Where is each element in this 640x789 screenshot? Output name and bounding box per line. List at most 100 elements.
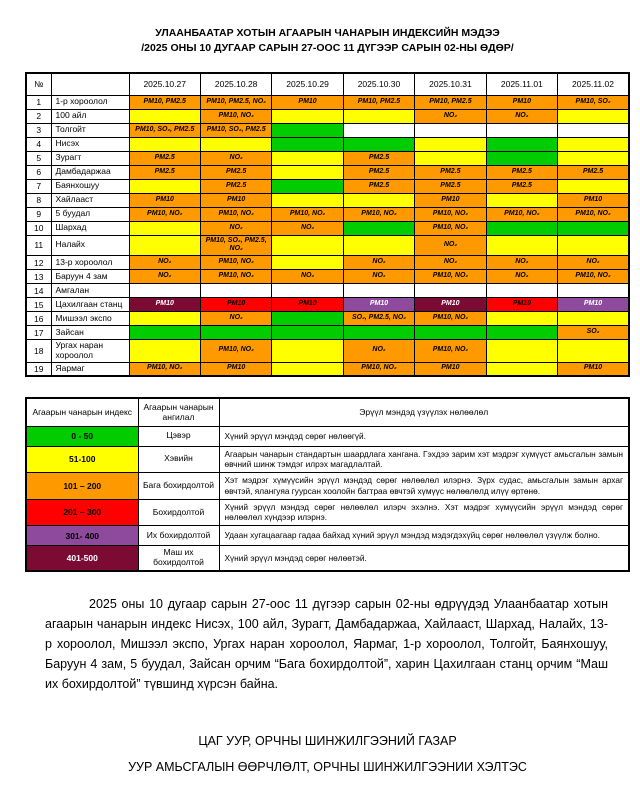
station-name: 100 айл bbox=[50, 108, 130, 124]
aqi-legend-table: Агаарын чанарын индекс Агаарын чанарын ан… bbox=[25, 397, 630, 572]
aqi-row-1: 1 1-р хороолол PM10, PM2.5 PM10, PM2.5, NO₂… bbox=[25, 94, 630, 110]
station-name: Зайсан bbox=[50, 325, 130, 340]
aqi-cell: PM10, SO₂, PM2.5 bbox=[199, 122, 273, 138]
aqi-cell bbox=[557, 283, 630, 298]
aqi-cell bbox=[342, 108, 416, 124]
aqi-cell: PM10, NO₂ bbox=[414, 269, 487, 284]
aqi-cell: NO₂ bbox=[485, 108, 559, 124]
row-number: 7 bbox=[25, 178, 52, 194]
aqi-cell bbox=[271, 178, 344, 194]
aqi-row-10: 10 Шархад NO₂ NO₂ PM10, NO₂ bbox=[25, 220, 630, 236]
aqi-cell: PM2.5 bbox=[342, 150, 416, 166]
station-name: 13-р хороолол bbox=[50, 255, 130, 270]
aqi-cell: NO₂ bbox=[271, 220, 344, 236]
aqi-cell bbox=[128, 311, 201, 326]
aqi-cell bbox=[271, 255, 344, 270]
row-number: 11 bbox=[25, 234, 52, 256]
aqi-cell: NO₂ bbox=[414, 234, 487, 256]
aqi-cell: PM10, NO₂ bbox=[557, 269, 630, 284]
aqi-cell bbox=[414, 283, 487, 298]
aqi-cell bbox=[485, 122, 559, 138]
aqi-cell bbox=[485, 192, 559, 208]
aqi-cell: PM10, PM2.5, NO₂ bbox=[199, 94, 273, 110]
aqi-range: 101 – 200 bbox=[25, 472, 139, 500]
station-name: Хайлааст bbox=[50, 192, 130, 208]
aqi-cell bbox=[342, 122, 416, 138]
aqi-row-8: 8 Хайлааст PM10 PM10 PM10 PM10 bbox=[25, 192, 630, 208]
aqi-cell bbox=[342, 234, 416, 256]
aqi-cell: NO₂ bbox=[485, 255, 559, 270]
row-number: 17 bbox=[25, 325, 52, 340]
aqi-cell bbox=[199, 283, 273, 298]
row-number: 18 bbox=[25, 339, 52, 363]
legend-row-maroon: 401-500 Маш их бохирдолтой Хүний эрүүл мэн… bbox=[25, 545, 630, 572]
aqi-cell: PM10 bbox=[557, 192, 630, 208]
station-name: Толгойт bbox=[50, 122, 130, 138]
row-number: 5 bbox=[25, 150, 52, 166]
legend-table-body: 0 - 50 Цэвэр Хүний эрүүл мэндэд сөрөг нөлө… bbox=[25, 425, 630, 572]
row-number: 1 bbox=[25, 94, 52, 110]
aqi-cell bbox=[128, 339, 201, 363]
aqi-cell: PM10, NO₂ bbox=[199, 206, 273, 222]
station-name: Ургах наран хороолол bbox=[50, 339, 130, 363]
aqi-cell bbox=[557, 108, 630, 124]
aqi-cell: PM10, SO₂, PM2.5, NO₂ bbox=[199, 234, 273, 256]
aqi-cell: NO₂ bbox=[342, 255, 416, 270]
aqi-cell bbox=[128, 283, 201, 298]
aqi-cell bbox=[271, 136, 344, 152]
aqi-range: 301- 400 bbox=[25, 525, 139, 547]
summary-paragraph: 2025 оны 10 дугаар сарын 27-оос 11 дүгээ… bbox=[45, 596, 608, 691]
date-header-2025.10.27: 2025.10.27 bbox=[128, 72, 201, 96]
aqi-cell: PM10, NO₂ bbox=[414, 311, 487, 326]
aqi-cell bbox=[128, 136, 201, 152]
aqi-cell: PM2.5 bbox=[414, 164, 487, 180]
aqi-cell bbox=[271, 164, 344, 180]
aqi-row-6: 6 Дамбадаржаа PM2.5 PM2.5 PM2.5 PM2.5 PM2.5 PM2… bbox=[25, 164, 630, 180]
aqi-cell bbox=[485, 311, 559, 326]
aqi-range: 51-100 bbox=[25, 445, 139, 474]
aqi-cell: PM2.5 bbox=[128, 150, 201, 166]
aqi-cell bbox=[557, 136, 630, 152]
aqi-cell: PM10, PM2.5 bbox=[414, 94, 487, 110]
aqi-category: Хэвийн bbox=[137, 445, 220, 474]
aqi-cell bbox=[485, 361, 559, 377]
row-number: 6 bbox=[25, 164, 52, 180]
aqi-category: Цэвэр bbox=[137, 425, 220, 447]
aqi-row-7: 7 Баянхошуу PM2.5 PM2.5 PM2.5 PM2.5 bbox=[25, 178, 630, 194]
aqi-cell: PM10 bbox=[128, 297, 201, 312]
aqi-row-4: 4 Нисэх bbox=[25, 136, 630, 152]
aqi-cell bbox=[271, 192, 344, 208]
station-name: Зурагт bbox=[50, 150, 130, 166]
aqi-cell: PM10, SO₂, PM2.5 bbox=[128, 122, 201, 138]
aqi-cell bbox=[271, 361, 344, 377]
footer-line-1: ЦАГ УУР, ОРЧНЫ ШИНЖИЛГЭЭНИЙ ГАЗАР bbox=[198, 733, 457, 748]
aqi-cell bbox=[485, 283, 559, 298]
station-name: Дамбадаржаа bbox=[50, 164, 130, 180]
aqi-cell bbox=[199, 136, 273, 152]
row-number: 12 bbox=[25, 255, 52, 270]
aqi-cell: NO₂ bbox=[199, 311, 273, 326]
aqi-cell bbox=[557, 122, 630, 138]
aqi-cell bbox=[342, 136, 416, 152]
aqi-cell bbox=[271, 234, 344, 256]
aqi-cell: PM2.5 bbox=[342, 164, 416, 180]
aqi-cell: PM2.5 bbox=[557, 164, 630, 180]
station-name: 1-р хороолол bbox=[50, 94, 130, 110]
health-effect: Удаан хугацаагаар гадаа байхад хүний эрү… bbox=[218, 525, 630, 547]
row-number: 14 bbox=[25, 283, 52, 298]
aqi-category: Бага бохирдолтой bbox=[137, 472, 220, 500]
aqi-cell bbox=[557, 150, 630, 166]
aqi-row-16: 16 Мишээл экспо NO₂ SO₂, PM2.5, NO₂ PM10, NO… bbox=[25, 311, 630, 326]
row-number: 4 bbox=[25, 136, 52, 152]
row-number: 9 bbox=[25, 206, 52, 222]
row-number: 3 bbox=[25, 122, 52, 138]
aqi-cell: PM10, NO₂ bbox=[199, 108, 273, 124]
station-name: Налайх bbox=[50, 234, 130, 256]
aqi-cell bbox=[414, 325, 487, 340]
aqi-header-row: № 2025.10.27 2025.10.28 2025.10.29 2025.10.… bbox=[25, 72, 630, 96]
legend-row-red: 201 – 300 Бохирдолтой Хүний эрүүл мэндэд с… bbox=[25, 498, 630, 527]
aqi-cell bbox=[485, 136, 559, 152]
aqi-cell: PM10 bbox=[485, 297, 559, 312]
